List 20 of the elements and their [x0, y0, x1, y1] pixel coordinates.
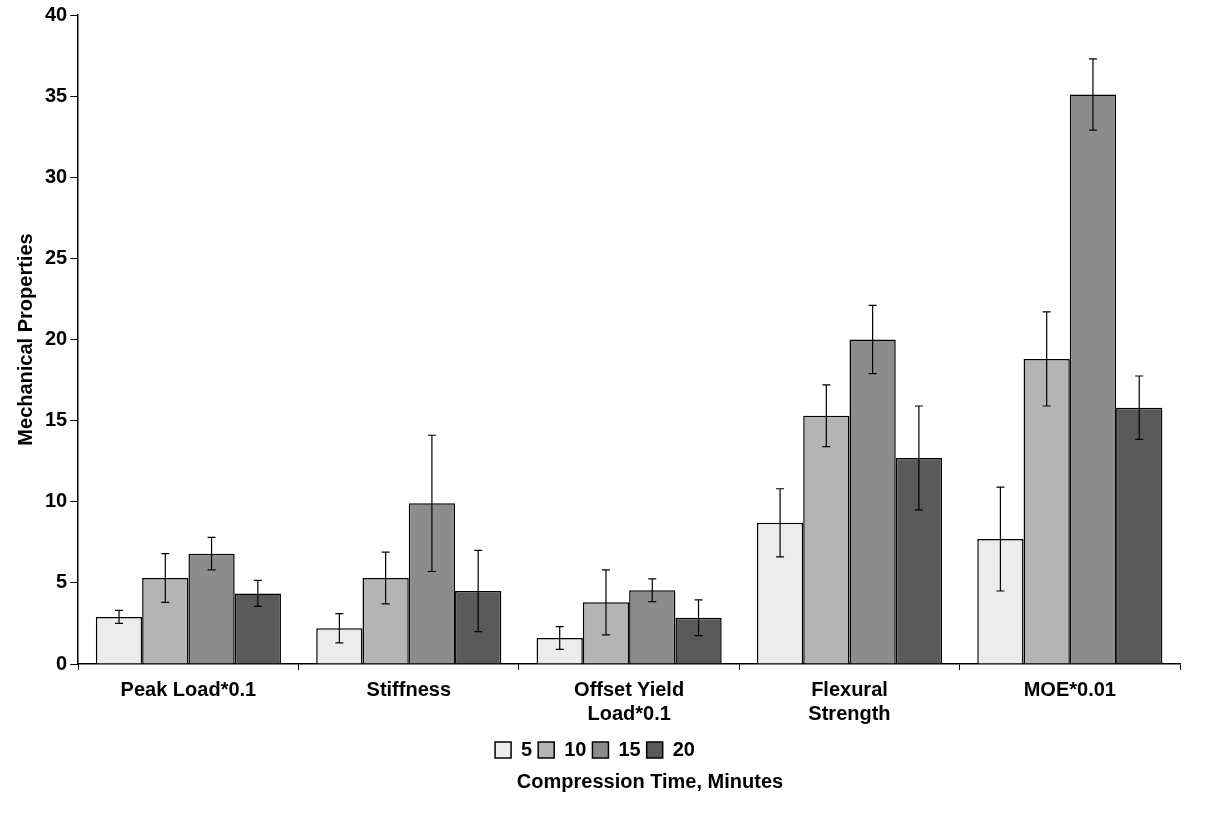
x-tick-label: Offset Yield Load*0.1	[574, 677, 685, 724]
legend-label: 20	[672, 737, 695, 760]
y-tick-label: 25	[45, 245, 68, 268]
x-tick-label: Stiffness	[366, 677, 452, 700]
legend-label: 5	[521, 737, 533, 760]
y-tick-label: 15	[45, 408, 68, 431]
y-tick-label: 20	[45, 327, 68, 350]
y-tick-label: 30	[45, 164, 68, 187]
y-tick-label: 10	[45, 489, 68, 512]
y-axis-title: Mechanical Properties	[13, 233, 36, 446]
y-tick-label: 0	[56, 651, 68, 674]
y-tick-label: 5	[56, 570, 68, 593]
legend-label: 10	[564, 737, 587, 760]
x-axis-title: Compression Time, Minutes	[515, 770, 785, 793]
x-tick-label: Peak Load*0.1	[120, 677, 257, 700]
y-tick-label: 35	[45, 83, 68, 106]
legend-label: 15	[618, 737, 641, 760]
y-tick-label: 40	[45, 2, 68, 25]
x-tick-label: MOE*0.01	[1023, 677, 1116, 700]
x-tick-label: Flexural Strength	[808, 677, 891, 724]
